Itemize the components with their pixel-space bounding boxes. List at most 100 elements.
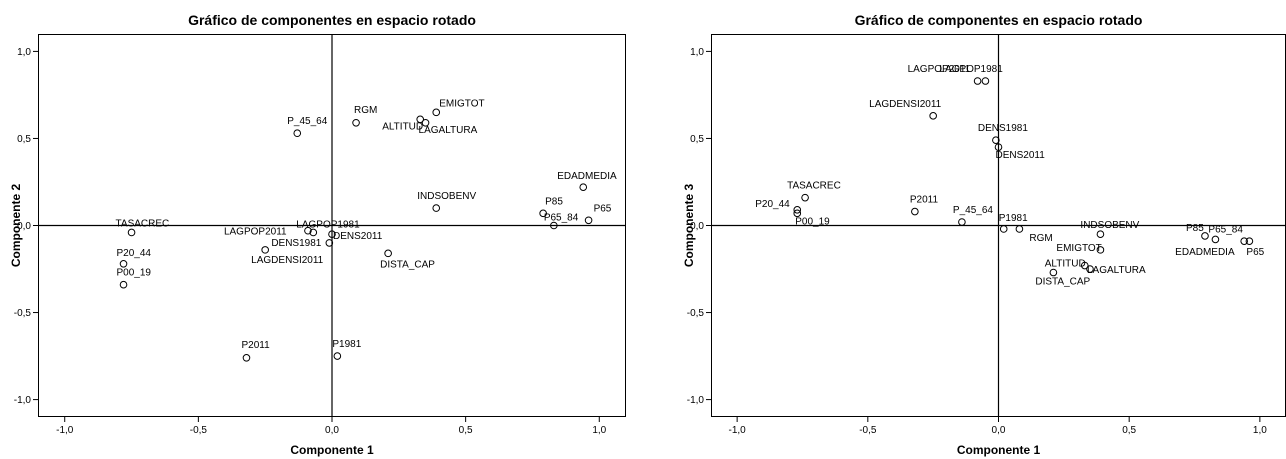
- point-label: LAGPOP2011: [908, 64, 971, 75]
- y-tick-label: 1,0: [690, 47, 704, 58]
- y-axis-title: Componente 3: [682, 184, 696, 268]
- x-tick-label: -1,0: [56, 425, 74, 436]
- left-scatter-panel: Gráfico de componentes en espacio rotado…: [9, 12, 626, 457]
- point-label: TASACREC: [787, 181, 841, 192]
- data-point: [1015, 225, 1024, 233]
- point-label: INDSOBENV: [1080, 220, 1139, 231]
- point-label: P20_44: [755, 199, 790, 210]
- y-tick-label: 0,0: [690, 221, 704, 232]
- data-point: [1240, 237, 1248, 245]
- point-label: P20_44: [117, 248, 152, 259]
- data-point: [127, 228, 136, 237]
- data-point: [119, 280, 128, 289]
- data-point: [328, 230, 336, 239]
- point-label: P65: [594, 203, 612, 214]
- data-point: [539, 209, 547, 218]
- data-point: [1096, 246, 1105, 254]
- data-point: [1201, 232, 1209, 240]
- data-point: [352, 118, 360, 127]
- data-point: [999, 225, 1008, 233]
- point-label: P65_84: [544, 213, 579, 224]
- data-point: [994, 143, 1003, 151]
- data-point: [119, 260, 128, 268]
- x-axis-title: Componente 1: [957, 443, 1041, 457]
- point-label: EDADMEDIA: [557, 171, 617, 182]
- point-label: P85: [545, 196, 563, 207]
- data-point: [992, 136, 1000, 144]
- x-tick-label: 0,5: [459, 425, 473, 436]
- data-point: [416, 115, 425, 124]
- point-label: ALTITUD: [1045, 259, 1086, 270]
- point-label: TASACREC: [116, 218, 170, 229]
- x-tick-label: 1,0: [1253, 425, 1267, 436]
- data-point: [1080, 261, 1089, 270]
- data-point: [929, 112, 937, 120]
- point-label: RGM: [1029, 233, 1052, 244]
- point-label: DENS1981: [978, 123, 1028, 134]
- y-tick-label: -0,5: [14, 308, 32, 319]
- point-label: LAGPOP1981: [296, 219, 360, 230]
- data-point: [793, 206, 802, 214]
- data-point: [1245, 237, 1254, 245]
- data-point: [1086, 265, 1094, 273]
- point-label: P2011: [910, 195, 939, 206]
- point-label: EMIGTOT: [439, 98, 484, 109]
- point-label: DENS1981: [271, 238, 321, 249]
- y-tick-label: -1,0: [14, 395, 32, 406]
- x-tick-label: 0,0: [992, 425, 1006, 436]
- point-label: P2011: [241, 340, 270, 351]
- point-label: P85: [1186, 223, 1204, 234]
- data-point: [793, 209, 802, 218]
- chart-title: Gráfico de componentes en espacio rotado: [855, 12, 1143, 28]
- y-tick-label: 0,5: [690, 134, 704, 145]
- x-tick-label: 1,0: [592, 425, 606, 436]
- data-point: [579, 183, 588, 191]
- x-tick-label: 0,0: [325, 425, 339, 436]
- data-point: [421, 118, 430, 127]
- point-label: LAGALTURA: [419, 125, 478, 136]
- data-point: [432, 204, 441, 212]
- point-label: P1981: [999, 213, 1028, 224]
- point-label: LAGPOP1981: [939, 64, 1003, 75]
- point-label: DENS2011: [996, 150, 1046, 161]
- data-point: [309, 228, 318, 237]
- data-point: [304, 226, 312, 235]
- data-point: [973, 77, 982, 85]
- point-label: P00_19: [795, 216, 830, 227]
- point-label: INDSOBENV: [417, 191, 476, 202]
- y-tick-label: 0,0: [17, 221, 31, 232]
- point-label: P00_19: [117, 268, 152, 279]
- data-point: [1096, 230, 1105, 239]
- y-tick-label: 1,0: [17, 47, 31, 58]
- x-tick-label: -1,0: [729, 425, 747, 436]
- point-label: P1981: [332, 339, 361, 350]
- data-point: [333, 352, 342, 360]
- chart-title: Gráfico de componentes en espacio rotado: [188, 12, 476, 28]
- data-point: [432, 108, 441, 117]
- data-point: [261, 246, 269, 254]
- point-label: LAGPOP2011: [224, 227, 287, 238]
- data-point: [801, 193, 809, 202]
- x-tick-label: 0,5: [1122, 425, 1136, 436]
- data-point: [1211, 235, 1220, 244]
- y-tick-label: -0,5: [687, 308, 705, 319]
- y-tick-label: -1,0: [687, 395, 705, 406]
- data-point: [958, 218, 966, 226]
- point-label: DISTA_CAP: [1035, 277, 1090, 288]
- data-point: [584, 216, 593, 225]
- right-scatter-panel: Gráfico de componentes en espacio rotado…: [682, 12, 1286, 457]
- point-label: P65: [1246, 247, 1264, 258]
- point-label: P_45_64: [287, 116, 327, 127]
- point-label: LAGALTURA: [1087, 265, 1146, 276]
- data-point: [293, 129, 302, 138]
- y-tick-label: 0,5: [17, 134, 31, 145]
- data-point: [550, 221, 558, 230]
- data-point: [242, 354, 251, 362]
- data-point: [1049, 268, 1058, 277]
- point-label: ALTITUD: [382, 121, 423, 132]
- point-label: P_45_64: [953, 205, 993, 216]
- point-label: DISTA_CAP: [380, 259, 435, 270]
- point-label: EMIGTOT: [1056, 243, 1101, 254]
- data-point: [325, 239, 334, 247]
